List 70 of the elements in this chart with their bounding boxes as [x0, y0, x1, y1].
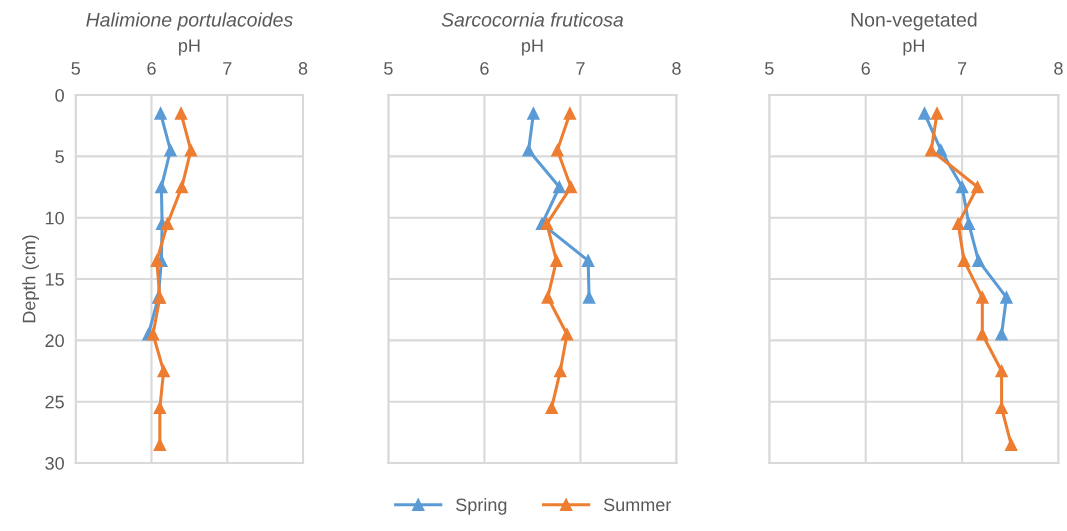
point: [153, 438, 167, 451]
point: [553, 180, 566, 194]
point: [995, 401, 1008, 415]
point: [174, 107, 188, 120]
point: [976, 291, 989, 304]
x-axis-title: pH: [179, 39, 200, 56]
point: [918, 107, 931, 120]
point: [161, 217, 174, 231]
point: [995, 364, 1008, 378]
point: [972, 254, 985, 267]
y-tick-label: 20: [45, 334, 64, 348]
x-tick-label: 6: [147, 62, 156, 75]
x-tick-label: 5: [765, 62, 774, 75]
point: [554, 364, 567, 378]
legend-label: Summer: [603, 498, 672, 512]
x-tick-label: 7: [957, 62, 967, 75]
point: [563, 107, 577, 120]
point: [564, 180, 578, 194]
point: [154, 107, 167, 120]
x-tick-label: 7: [223, 62, 232, 75]
point: [582, 291, 596, 304]
point: [540, 217, 554, 231]
point: [522, 143, 535, 157]
chart-title: Non-vegetated: [851, 12, 977, 31]
point: [175, 180, 189, 194]
point: [157, 364, 170, 378]
point: [930, 107, 944, 120]
point: [184, 143, 198, 157]
x-tick-label: 6: [480, 62, 489, 75]
point: [951, 217, 965, 231]
point: [1000, 291, 1013, 304]
point: [551, 143, 564, 157]
x-tick-label: 8: [298, 62, 308, 75]
y-tick-label: 15: [45, 273, 64, 286]
point: [164, 143, 177, 157]
point: [995, 327, 1008, 341]
point: [957, 254, 971, 267]
point: [560, 327, 574, 341]
x-tick-label: 6: [861, 62, 870, 75]
point: [527, 107, 540, 120]
point: [962, 217, 976, 231]
point: [153, 401, 167, 415]
y-tick-label: 25: [45, 395, 64, 409]
point: [1004, 438, 1018, 451]
x-tick-label: 8: [1054, 62, 1063, 75]
chart-title: Sarcocornia fruticosa: [441, 12, 624, 27]
y-tick-label: 30: [45, 456, 64, 470]
point: [150, 254, 164, 267]
y-tick-label: 0: [55, 88, 64, 102]
x-axis-title: pH: [522, 39, 543, 56]
point: [971, 180, 984, 194]
point: [976, 327, 989, 341]
chart-title: Halimione portulacoides: [86, 12, 293, 31]
point: [550, 254, 563, 267]
point: [955, 180, 969, 194]
x-tick-label: 5: [384, 62, 393, 75]
point: [924, 143, 938, 157]
point: [146, 327, 160, 341]
y-axis-title: Depth (cm): [22, 235, 40, 323]
x-axis-title: pH: [903, 39, 924, 56]
x-tick-label: 8: [672, 62, 681, 75]
x-tick-label: 5: [71, 62, 81, 75]
point: [545, 401, 558, 415]
y-tick-label: 5: [55, 150, 64, 164]
x-tick-label: 7: [576, 62, 585, 75]
legend-label: Spring: [456, 497, 507, 515]
y-tick-label: 10: [45, 211, 64, 225]
point: [541, 291, 555, 304]
point: [155, 180, 168, 194]
point: [581, 254, 595, 267]
